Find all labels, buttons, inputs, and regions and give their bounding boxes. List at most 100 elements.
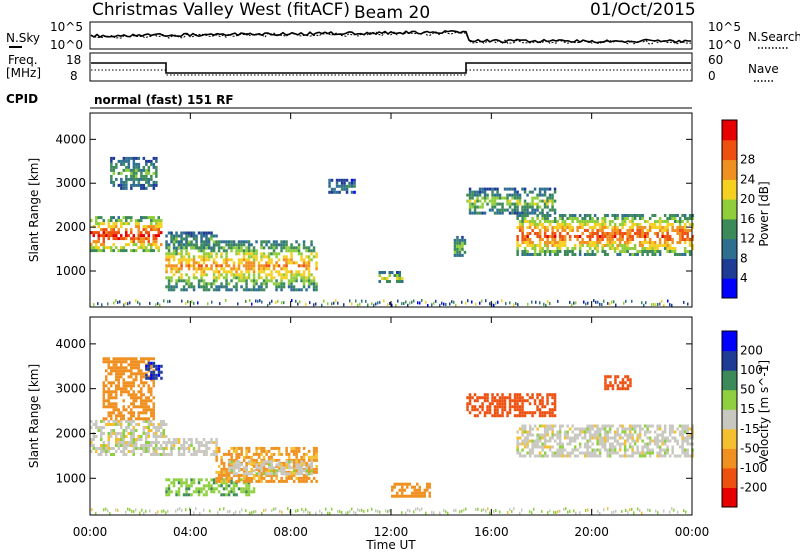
data-cell (546, 241, 549, 244)
data-cell (275, 285, 278, 289)
colorbar-tick-label: -200 (740, 480, 767, 494)
data-cell (638, 427, 642, 431)
data-cell (192, 285, 196, 289)
data-cell (227, 452, 231, 456)
data-cell (576, 217, 579, 220)
data-cell (237, 446, 241, 450)
data-cell (315, 458, 318, 462)
data-cell (613, 235, 617, 238)
data-cell (603, 244, 607, 247)
noise-cell (107, 302, 109, 306)
noise-cell (585, 509, 587, 513)
data-cell (257, 479, 261, 483)
data-cell (576, 427, 579, 431)
data-cell (636, 451, 639, 455)
data-cell (536, 217, 539, 220)
colorbar-tick-label: 12 (740, 232, 755, 246)
data-cell (481, 196, 484, 200)
noise-cell (443, 302, 445, 306)
data-cell (305, 452, 308, 456)
data-cell (140, 174, 143, 178)
data-cell (601, 424, 604, 428)
data-cell (140, 399, 143, 403)
data-cell (190, 438, 193, 441)
data-cell (653, 250, 657, 253)
data-cell (285, 267, 288, 271)
data-cell (102, 420, 105, 423)
data-cell (513, 402, 517, 406)
data-cell (207, 231, 211, 235)
data-cell (626, 244, 629, 247)
data-cell (290, 466, 293, 470)
data-cell (130, 231, 133, 235)
data-cell (272, 467, 276, 471)
data-cell (333, 190, 336, 194)
data-cell (160, 435, 163, 438)
data-cell (187, 285, 191, 289)
data-cell (127, 405, 130, 409)
data-cell (518, 427, 522, 431)
data-cell (212, 279, 216, 283)
data-cell (596, 442, 599, 446)
data-cell (533, 424, 537, 428)
data-cell (538, 436, 542, 440)
noise-cell (687, 302, 689, 306)
data-cell (528, 190, 532, 194)
data-cell (200, 243, 203, 247)
data-cell (398, 280, 401, 283)
data-cell (493, 187, 497, 191)
data-cell (511, 211, 514, 215)
noise-cell (361, 299, 363, 303)
data-cell (165, 447, 168, 450)
data-cell (633, 427, 637, 431)
data-cell (651, 223, 654, 226)
data-cell (546, 211, 549, 215)
data-cell (307, 255, 311, 259)
data-cell (621, 238, 624, 241)
data-cell (536, 393, 539, 397)
noise-cell (567, 510, 569, 514)
data-cell (531, 427, 534, 431)
noise-cell (235, 510, 237, 514)
data-cell (603, 235, 607, 238)
data-cell (132, 399, 135, 403)
data-cell (553, 454, 557, 458)
colorbar-swatch (722, 350, 737, 371)
data-cell (210, 484, 213, 488)
data-cell (107, 225, 110, 229)
data-cell (250, 267, 253, 271)
data-cell (302, 473, 306, 477)
data-cell (145, 168, 148, 172)
data-cell (566, 247, 569, 250)
data-cell (262, 279, 266, 283)
data-cell (117, 183, 121, 187)
noise-cell (333, 301, 335, 305)
data-cell (240, 446, 243, 450)
data-cell (270, 479, 273, 483)
data-cell (155, 426, 158, 429)
data-cell (621, 223, 624, 226)
data-cell (641, 253, 644, 256)
data-cell (247, 476, 251, 480)
data-cell (187, 279, 191, 283)
data-cell (185, 240, 188, 244)
data-cell (140, 234, 143, 238)
data-cell (686, 220, 689, 223)
data-cell (225, 470, 228, 474)
data-cell (275, 476, 278, 480)
data-cell (578, 250, 582, 253)
data-cell (110, 417, 113, 421)
data-cell (140, 438, 143, 441)
data-cell (516, 217, 519, 220)
date-label: 01/Oct/2015 (590, 0, 696, 20)
data-cell (107, 444, 110, 447)
data-cell (563, 250, 567, 253)
data-cell (167, 493, 171, 497)
data-cell (260, 252, 263, 256)
noise-cell (217, 511, 219, 515)
data-cell (112, 231, 115, 235)
data-cell (663, 244, 667, 247)
data-cell (651, 244, 654, 247)
data-cell (220, 473, 223, 477)
data-cell (285, 460, 288, 464)
